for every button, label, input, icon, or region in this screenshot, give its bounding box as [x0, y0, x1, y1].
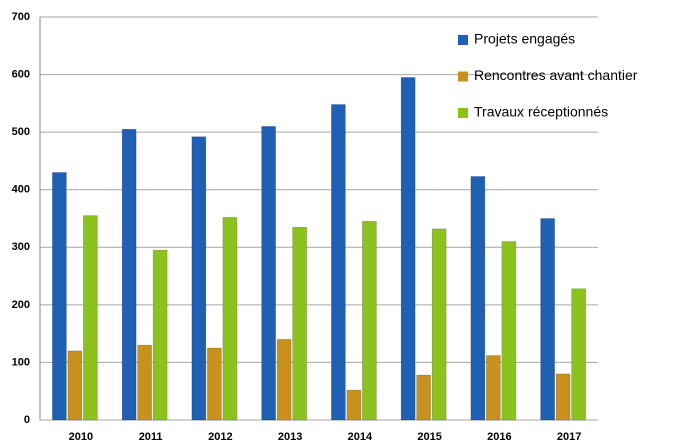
bar	[571, 288, 586, 421]
y-tick-label: 500	[12, 126, 30, 138]
bar	[292, 226, 307, 421]
legend-swatch	[458, 71, 468, 82]
y-tick-label: 700	[12, 11, 30, 23]
bar	[486, 355, 501, 421]
y-tick-label: 200	[12, 299, 30, 311]
x-tick-label: 2010	[69, 431, 93, 443]
bar	[276, 339, 292, 421]
legend-label: Projets engagés	[474, 31, 575, 47]
bar	[152, 249, 168, 421]
y-tick-label: 300	[12, 241, 30, 253]
x-tick-label: 2015	[417, 431, 441, 443]
bar	[400, 77, 416, 421]
bar	[261, 126, 276, 421]
y-tick-label: 600	[12, 68, 30, 80]
bar	[346, 389, 362, 421]
bar	[222, 217, 238, 421]
bar	[555, 373, 571, 421]
legend-swatch	[458, 35, 468, 45]
bar	[431, 228, 447, 421]
bar	[362, 221, 377, 421]
y-tick-label: 100	[12, 356, 30, 368]
bar	[137, 344, 152, 421]
bar	[501, 241, 517, 421]
x-tick-label: 2012	[208, 431, 232, 443]
x-tick-label: 2014	[348, 431, 373, 443]
bar	[67, 350, 83, 421]
x-tick-label: 2017	[557, 431, 581, 443]
bar	[191, 136, 207, 421]
bar	[331, 104, 346, 421]
x-tick-label: 2011	[139, 431, 163, 443]
bar	[470, 176, 486, 421]
bar	[83, 215, 98, 421]
bar	[416, 374, 431, 421]
bar	[207, 347, 222, 421]
bar	[540, 218, 555, 421]
bar	[121, 128, 137, 421]
legend-swatch	[458, 108, 468, 118]
x-tick-label: 2013	[278, 431, 302, 443]
legend-label: Rencontres avant chantier	[474, 67, 638, 83]
x-tick-label: 2016	[487, 431, 511, 443]
legend-label: Travaux réceptionnés	[474, 104, 608, 120]
y-tick-label: 0	[24, 414, 30, 426]
bar	[52, 172, 67, 421]
y-tick-label: 400	[12, 184, 30, 196]
